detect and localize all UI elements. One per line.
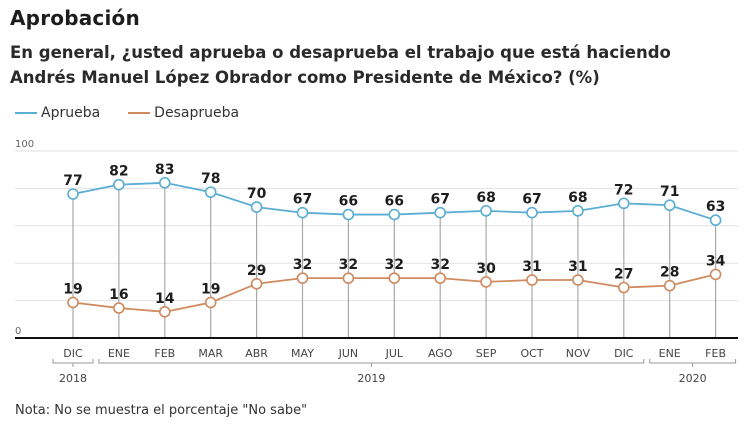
x-tick-label: ENE <box>108 347 130 360</box>
data-point-desaprueba <box>204 296 217 309</box>
data-point-desaprueba <box>342 272 355 284</box>
x-tick-label: ENE <box>659 347 681 360</box>
data-label-aprueba: 83 <box>155 162 174 178</box>
data-point-desaprueba <box>67 296 79 309</box>
line-chart: 0 100 77 82 83 78 70 67 66 66 67 68 67 68 72 71 63 19 16 14… <box>15 140 738 385</box>
y-tick-label-0: 0 <box>15 326 21 337</box>
data-label-desaprueba: 32 <box>293 257 312 273</box>
data-point-aprueba <box>204 186 217 198</box>
data-point-aprueba <box>159 176 171 189</box>
data-label-aprueba: 78 <box>201 171 220 187</box>
data-point-aprueba <box>434 206 447 219</box>
data-point-desaprueba <box>159 306 171 318</box>
data-label-aprueba: 72 <box>614 182 633 198</box>
x-tick-label: SEP <box>476 347 497 360</box>
year-bracket-2019 <box>98 359 645 367</box>
x-tick-label: FEB <box>154 347 175 360</box>
data-point-aprueba <box>67 188 79 200</box>
legend-item-aprueba: Aprueba <box>15 105 100 121</box>
data-point-desaprueba <box>709 268 722 281</box>
data-label-aprueba: 70 <box>247 186 267 202</box>
data-point-desaprueba <box>663 279 676 292</box>
data-label-aprueba: 63 <box>706 199 725 215</box>
year-label-2018: 2018 <box>59 372 87 385</box>
chart-subtitle: En general, ¿usted aprueba o desaprueba … <box>10 40 750 90</box>
subtitle-line-2: Andrés Manuel López Obrador como Preside… <box>10 68 600 87</box>
data-label-desaprueba: 14 <box>155 291 175 307</box>
chart-legend: Aprueba Desaprueba <box>15 105 267 121</box>
data-point-desaprueba <box>526 274 538 286</box>
legend-swatch-aprueba <box>15 112 37 114</box>
data-point-desaprueba <box>250 277 263 290</box>
data-label-aprueba: 77 <box>63 173 82 189</box>
data-label-desaprueba: 19 <box>63 281 82 297</box>
x-tick-label: DIC <box>614 347 634 360</box>
data-point-aprueba <box>296 206 309 219</box>
data-point-aprueba <box>663 199 676 212</box>
data-point-aprueba <box>709 214 722 226</box>
legend-item-desaprueba: Desaprueba <box>128 105 239 121</box>
data-label-aprueba: 67 <box>430 192 449 208</box>
legend-label-desaprueba: Desaprueba <box>154 105 240 121</box>
subtitle-line-1: En general, ¿usted aprueba o desaprueba … <box>10 43 671 62</box>
data-label-desaprueba: 32 <box>385 257 404 273</box>
year-bracket-2020 <box>649 359 737 367</box>
data-point-desaprueba <box>617 281 630 294</box>
x-tick-label: AGO <box>428 347 453 360</box>
data-label-aprueba: 71 <box>660 184 679 200</box>
data-point-desaprueba <box>296 272 309 284</box>
x-tick-label: MAR <box>198 347 223 360</box>
data-label-desaprueba: 32 <box>430 257 449 273</box>
x-tick-label: DIC <box>63 347 83 360</box>
data-point-aprueba <box>388 208 401 221</box>
x-tick-label: FEB <box>705 347 726 360</box>
legend-swatch-desaprueba <box>128 112 151 114</box>
data-point-aprueba <box>480 205 492 217</box>
y-tick-label-100: 100 <box>15 140 34 150</box>
data-label-aprueba: 68 <box>476 190 495 206</box>
footnote: Nota: No se muestra el porcentaje "No sa… <box>15 403 308 418</box>
data-point-desaprueba <box>113 302 125 314</box>
data-point-aprueba <box>113 178 125 191</box>
data-point-aprueba <box>342 208 355 221</box>
data-point-aprueba <box>572 205 584 217</box>
data-label-aprueba: 67 <box>522 192 541 208</box>
x-tick-label: OCT <box>520 347 543 360</box>
data-point-aprueba <box>250 201 263 213</box>
data-label-desaprueba: 34 <box>706 253 726 269</box>
data-point-aprueba <box>526 206 538 219</box>
year-bracket-2018 <box>52 359 94 367</box>
data-point-desaprueba <box>480 276 492 288</box>
x-tick-label: JUL <box>385 347 404 360</box>
data-label-desaprueba: 27 <box>614 267 633 283</box>
year-label-2020: 2020 <box>679 372 707 385</box>
data-label-aprueba: 66 <box>339 194 358 210</box>
year-label-2019: 2019 <box>357 372 385 385</box>
x-tick-label: NOV <box>566 347 591 360</box>
data-point-desaprueba <box>572 274 584 286</box>
data-label-aprueba: 82 <box>109 164 128 180</box>
x-tick-label: JUN <box>338 347 359 360</box>
data-label-desaprueba: 30 <box>476 261 496 277</box>
data-label-aprueba: 66 <box>385 194 404 210</box>
data-label-desaprueba: 29 <box>247 263 266 279</box>
x-tick-label: MAY <box>291 347 314 360</box>
data-label-desaprueba: 19 <box>201 281 220 297</box>
data-label-aprueba: 67 <box>293 192 312 208</box>
data-point-desaprueba <box>388 272 401 284</box>
data-label-desaprueba: 31 <box>568 259 587 275</box>
chart-title: Aprobación <box>10 6 140 30</box>
data-point-desaprueba <box>434 272 447 284</box>
legend-label-aprueba: Aprueba <box>41 105 101 121</box>
data-label-desaprueba: 16 <box>109 287 128 303</box>
data-label-desaprueba: 31 <box>522 259 541 275</box>
data-label-aprueba: 68 <box>568 190 587 206</box>
data-label-desaprueba: 28 <box>660 265 679 281</box>
x-tick-label: ABR <box>245 347 268 360</box>
data-point-aprueba <box>617 197 630 210</box>
data-label-desaprueba: 32 <box>339 257 358 273</box>
